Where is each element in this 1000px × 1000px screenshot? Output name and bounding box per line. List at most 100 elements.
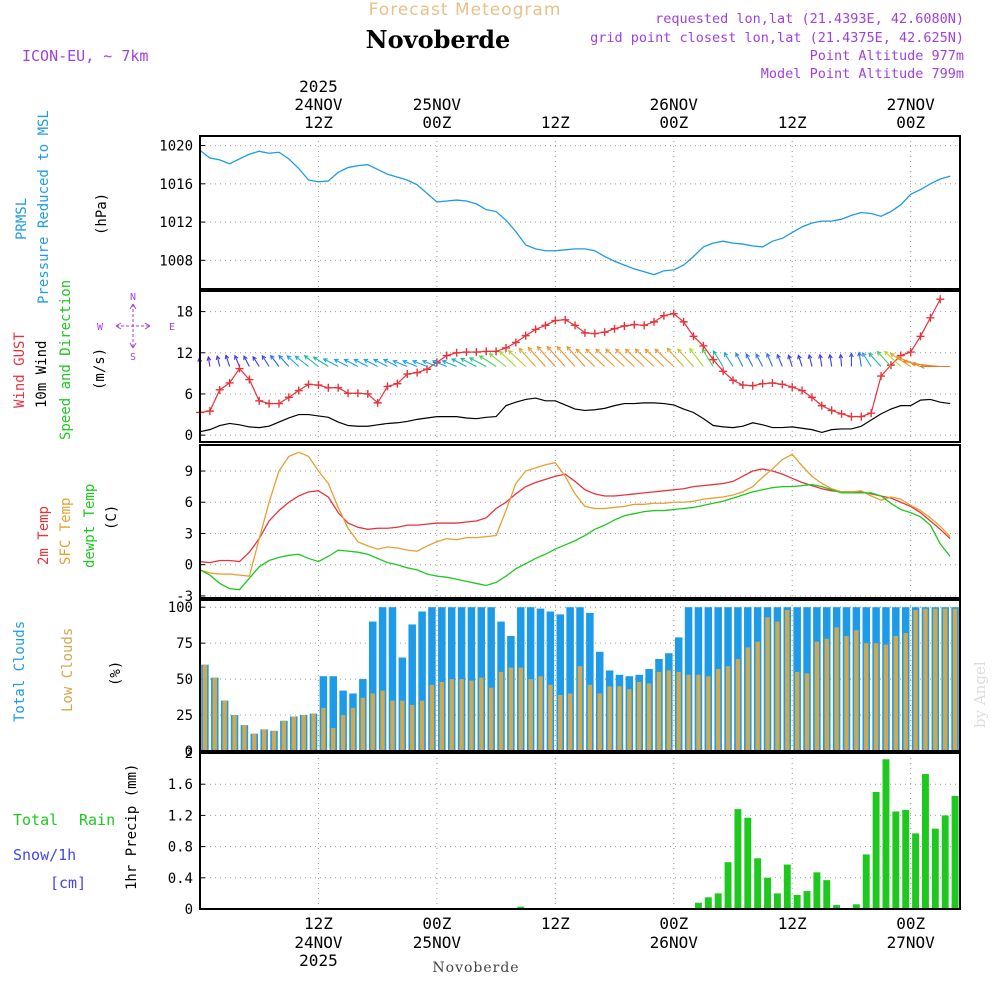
- wind-arrow-head: [286, 355, 292, 360]
- gust-marker: [393, 379, 402, 388]
- top-axis-label: 00Z: [422, 113, 451, 132]
- wind-arrow-head: [634, 348, 640, 354]
- wind-arrow-shaft: [354, 359, 369, 367]
- wind-arrow-head: [776, 353, 781, 359]
- wind-arrow-head: [654, 348, 660, 354]
- low-cloud-bar: [538, 676, 543, 751]
- gust-marker: [906, 348, 915, 357]
- low-cloud-bar: [745, 647, 750, 751]
- total-cloud-bar: [428, 607, 436, 751]
- t2m-label: 2m Temp: [36, 506, 52, 565]
- wind-arrow-shaft: [819, 354, 823, 367]
- requested-coords: requested lon,lat (21.4393E, 42.6080N): [655, 11, 964, 27]
- wind-arrow-shaft: [286, 355, 300, 367]
- wind-arrow-shaft: [808, 354, 813, 367]
- wind-arrow-head: [278, 354, 284, 360]
- snow-label: Snow/1h: [13, 846, 76, 864]
- wind-arrow-head: [243, 355, 248, 361]
- gust-marker: [738, 381, 747, 390]
- gust-marker: [926, 313, 935, 322]
- wind-arrow-head: [868, 352, 874, 358]
- low-cloud-bar: [301, 715, 306, 751]
- wind-arrow-shaft: [605, 348, 625, 367]
- wind-arrow-shaft: [518, 347, 536, 367]
- rain-bar: [823, 880, 831, 909]
- wind-arrow-head: [343, 358, 349, 364]
- wind-arrow-head: [261, 354, 267, 360]
- gust-line: [199, 298, 941, 418]
- precip-frame: [199, 752, 961, 910]
- low-cloud-bar: [923, 608, 928, 751]
- footer-station: Novoberde: [432, 960, 519, 976]
- closest-coords: grid point closest lon,lat (21.4375E, 42…: [590, 30, 964, 46]
- gust-marker: [511, 338, 520, 347]
- y-tick-label: 50: [176, 672, 193, 688]
- wind-arrow-head: [270, 354, 275, 360]
- low-cloud-bar: [725, 666, 731, 751]
- low-cloud-bar: [933, 608, 938, 751]
- low-cloud-bar: [893, 635, 899, 751]
- snow-unit-label: [cm]: [50, 874, 86, 892]
- low-cloud-bar: [735, 658, 741, 751]
- gust-marker: [837, 409, 846, 418]
- gust-marker: [886, 361, 895, 370]
- gust-marker: [807, 393, 816, 402]
- total-cloud-bar: [378, 607, 387, 751]
- wind-arrow-head: [666, 347, 672, 353]
- gust-marker: [788, 383, 797, 392]
- low-cloud-bar: [212, 677, 217, 751]
- top-axis-label: 12Z: [304, 113, 333, 132]
- gust-marker: [709, 355, 718, 364]
- low-cloud-bar: [439, 681, 444, 751]
- gust-marker: [561, 315, 570, 324]
- wind-arrow-head: [527, 346, 533, 352]
- gust-marker: [521, 331, 530, 340]
- wind-arrow-shaft: [537, 346, 556, 367]
- y-tick-label: 3: [185, 526, 193, 542]
- wind-arrow-head: [402, 359, 408, 365]
- low-cloud-bar: [410, 704, 415, 751]
- total-clouds-label: Total Clouds: [12, 621, 28, 722]
- top-axis-label: 12Z: [541, 113, 570, 132]
- top-axis-label: 24NOV: [294, 95, 343, 114]
- rain-bar: [783, 864, 791, 909]
- low-cloud-bar: [311, 713, 316, 751]
- rain-bar: [882, 759, 890, 909]
- wind-arrow-head: [689, 347, 694, 353]
- rain-bar: [803, 891, 811, 909]
- low-cloud-bar: [824, 638, 829, 751]
- wind-arrow-shaft: [595, 348, 615, 367]
- rain-label: Rain: [79, 811, 115, 829]
- clouds-unit-label: (%): [108, 661, 124, 686]
- sfc-temp-line: [199, 451, 951, 577]
- wind-arrow-head: [849, 352, 854, 358]
- wind-arrow-shaft: [460, 358, 477, 367]
- wind-arrow-shaft: [216, 355, 221, 367]
- wind-arrow-shaft: [243, 355, 250, 367]
- wind-speed-dir-label: Speed and Direction: [58, 280, 74, 440]
- wind-arrow-shaft: [556, 346, 576, 367]
- sfc-temp-label: SFC Temp: [58, 498, 74, 565]
- low-cloud-bar: [696, 674, 701, 751]
- gust-marker: [719, 367, 728, 376]
- gust-marker: [650, 317, 659, 326]
- wind-arrow-shaft: [766, 353, 773, 367]
- gust-marker: [215, 385, 224, 394]
- wind-arrow-head: [441, 359, 447, 365]
- precip-panel: 0 0.4 0.8 1.2 1.6 2: [168, 746, 961, 918]
- gust-marker: [462, 348, 471, 357]
- wind-arrow-shaft: [252, 356, 260, 367]
- low-cloud-bar: [864, 643, 869, 751]
- wind-arrow-shaft: [278, 355, 290, 367]
- low-cloud-bar: [873, 643, 879, 751]
- wind-arrow-shaft: [689, 348, 704, 367]
- top-axis-label: 2025: [299, 77, 338, 96]
- wind-arrow-shaft: [546, 346, 566, 367]
- pressure-msl-label: Pressure Reduced to MSL: [36, 110, 52, 304]
- wind-arrow-shaft: [829, 354, 833, 367]
- y-tick-label: 2: [185, 746, 193, 762]
- total-cloud-bar: [566, 607, 574, 751]
- wind-arrow-shaft: [313, 356, 329, 367]
